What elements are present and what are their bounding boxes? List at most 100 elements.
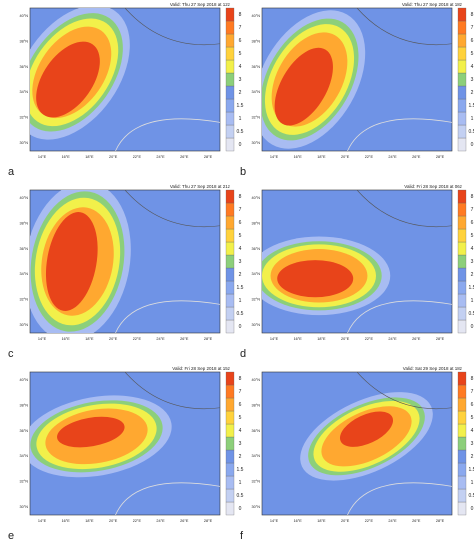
colorbar-label: 0.5 [237,129,244,135]
longitude-label: 22°E [133,155,142,159]
colorbar-swatch [457,449,467,464]
colorbar-label: 4 [239,246,242,252]
field-core [277,260,354,298]
latitude-label: 38°N [20,39,29,43]
colorbar-swatch [225,475,235,490]
colorbar-swatch [457,501,467,516]
colorbar-label: 5 [239,51,242,57]
colorbar-swatch [225,488,235,503]
field-core [339,411,394,447]
longitude-label: 18°E [317,155,326,159]
panel-label: e [8,530,14,540]
longitude-label: 24°E [156,519,165,523]
colorbar-label: 0 [239,324,242,330]
colorbar-label: 1 [239,480,242,486]
colorbar-swatch [225,397,235,412]
colorbar-swatch [457,241,467,256]
field-core [45,212,98,311]
map-field [30,8,220,151]
colorbar-label: 8 [239,12,242,18]
colorbar-swatch [457,397,467,412]
latitude-label: 36°N [252,65,261,69]
colorbar-label: 8 [239,194,242,200]
colorbar-label: 0.5 [237,493,244,499]
colorbar-swatch [225,228,235,243]
colorbar-swatch [457,72,467,87]
colorbar-swatch [457,319,467,334]
longitude-label: 24°E [388,155,397,159]
longitude-label: 26°E [412,519,421,523]
colorbar-swatch [225,46,235,61]
colorbar-swatch [225,33,235,48]
latitude-label: 38°N [252,403,261,407]
longitude-label: 22°E [365,155,374,159]
colorbar-label: 3 [239,77,242,83]
longitude-label: 16°E [294,337,303,341]
colorbar-label: 5 [239,233,242,239]
coastline [347,118,452,151]
colorbar-swatch [457,384,467,399]
longitude-label: 22°E [365,519,374,523]
colorbar-label: 3 [471,77,474,83]
colorbar-swatch [457,293,467,308]
coastline [115,118,220,151]
longitude-label: 14°E [38,155,47,159]
longitude-label: 18°E [317,519,326,523]
colorbar-label: 7 [239,389,242,395]
colorbar-label: 1 [239,116,242,122]
longitude-label: 20°E [341,155,350,159]
colorbar-label: 1.5 [237,285,244,291]
colorbar-swatch [457,215,467,230]
colorbar-label: 5 [471,51,474,57]
colorbar-label: 7 [239,207,242,213]
longitude-label: 20°E [341,519,350,523]
latitude-label: 34°N [20,272,29,276]
colorbar-label: 2 [239,90,242,96]
longitude-label: 20°E [341,337,350,341]
colorbar-swatch [225,20,235,35]
coastline [124,190,220,227]
longitude-label: 16°E [62,337,71,341]
field-core [36,41,100,118]
coastline [356,8,452,45]
colorbar-swatch [225,371,235,386]
colorbar-swatch [457,7,467,22]
longitude-label: 14°E [270,519,279,523]
longitude-label: 28°E [204,519,213,523]
latitude-label: 36°N [20,429,29,433]
map-field [30,372,220,515]
longitude-label: 26°E [412,155,421,159]
latitude-label: 36°N [252,429,261,433]
colorbar-label: 4 [471,428,474,434]
colorbar-swatch [457,267,467,282]
latitude-label: 34°N [20,454,29,458]
colorbar-label: 3 [239,441,242,447]
latitude-label: 34°N [252,272,261,276]
field-core [57,416,125,448]
map-field [262,8,452,151]
colorbar-label: 4 [239,64,242,70]
colorbar-swatch [225,293,235,308]
longitude-label: 20°E [109,519,118,523]
valid-time: Valid: Fri 28 Sep 2018 at 06z [404,184,462,189]
colorbar-label: 2 [471,454,474,460]
colorbar-swatch [225,85,235,100]
colorbar-swatch [225,384,235,399]
longitude-label: 22°E [133,519,142,523]
colorbar-swatch [457,228,467,243]
colorbar-swatch [457,280,467,295]
colorbar-label: 1 [239,298,242,304]
colorbar-label: 3 [471,259,474,265]
colorbar-label: 3 [239,259,242,265]
colorbar-swatch [225,241,235,256]
valid-time: Valid: Thu 27 Sep 2018 at 21z [170,184,231,189]
map-panel: Valid: Sat 29 Sep 2018 at 18z 40°N 38°N 36°… [240,366,474,540]
latitude-label: 40°N [20,378,29,382]
longitude-label: 26°E [180,519,189,523]
colorbar-label: 7 [471,389,474,395]
valid-time: Valid: Sat 29 Sep 2018 at 18z [403,366,463,371]
valid-time: Valid: Thu 27 Sep 2018 at 12z [170,2,231,7]
latitude-label: 38°N [252,221,261,225]
colorbar-swatch [457,59,467,74]
